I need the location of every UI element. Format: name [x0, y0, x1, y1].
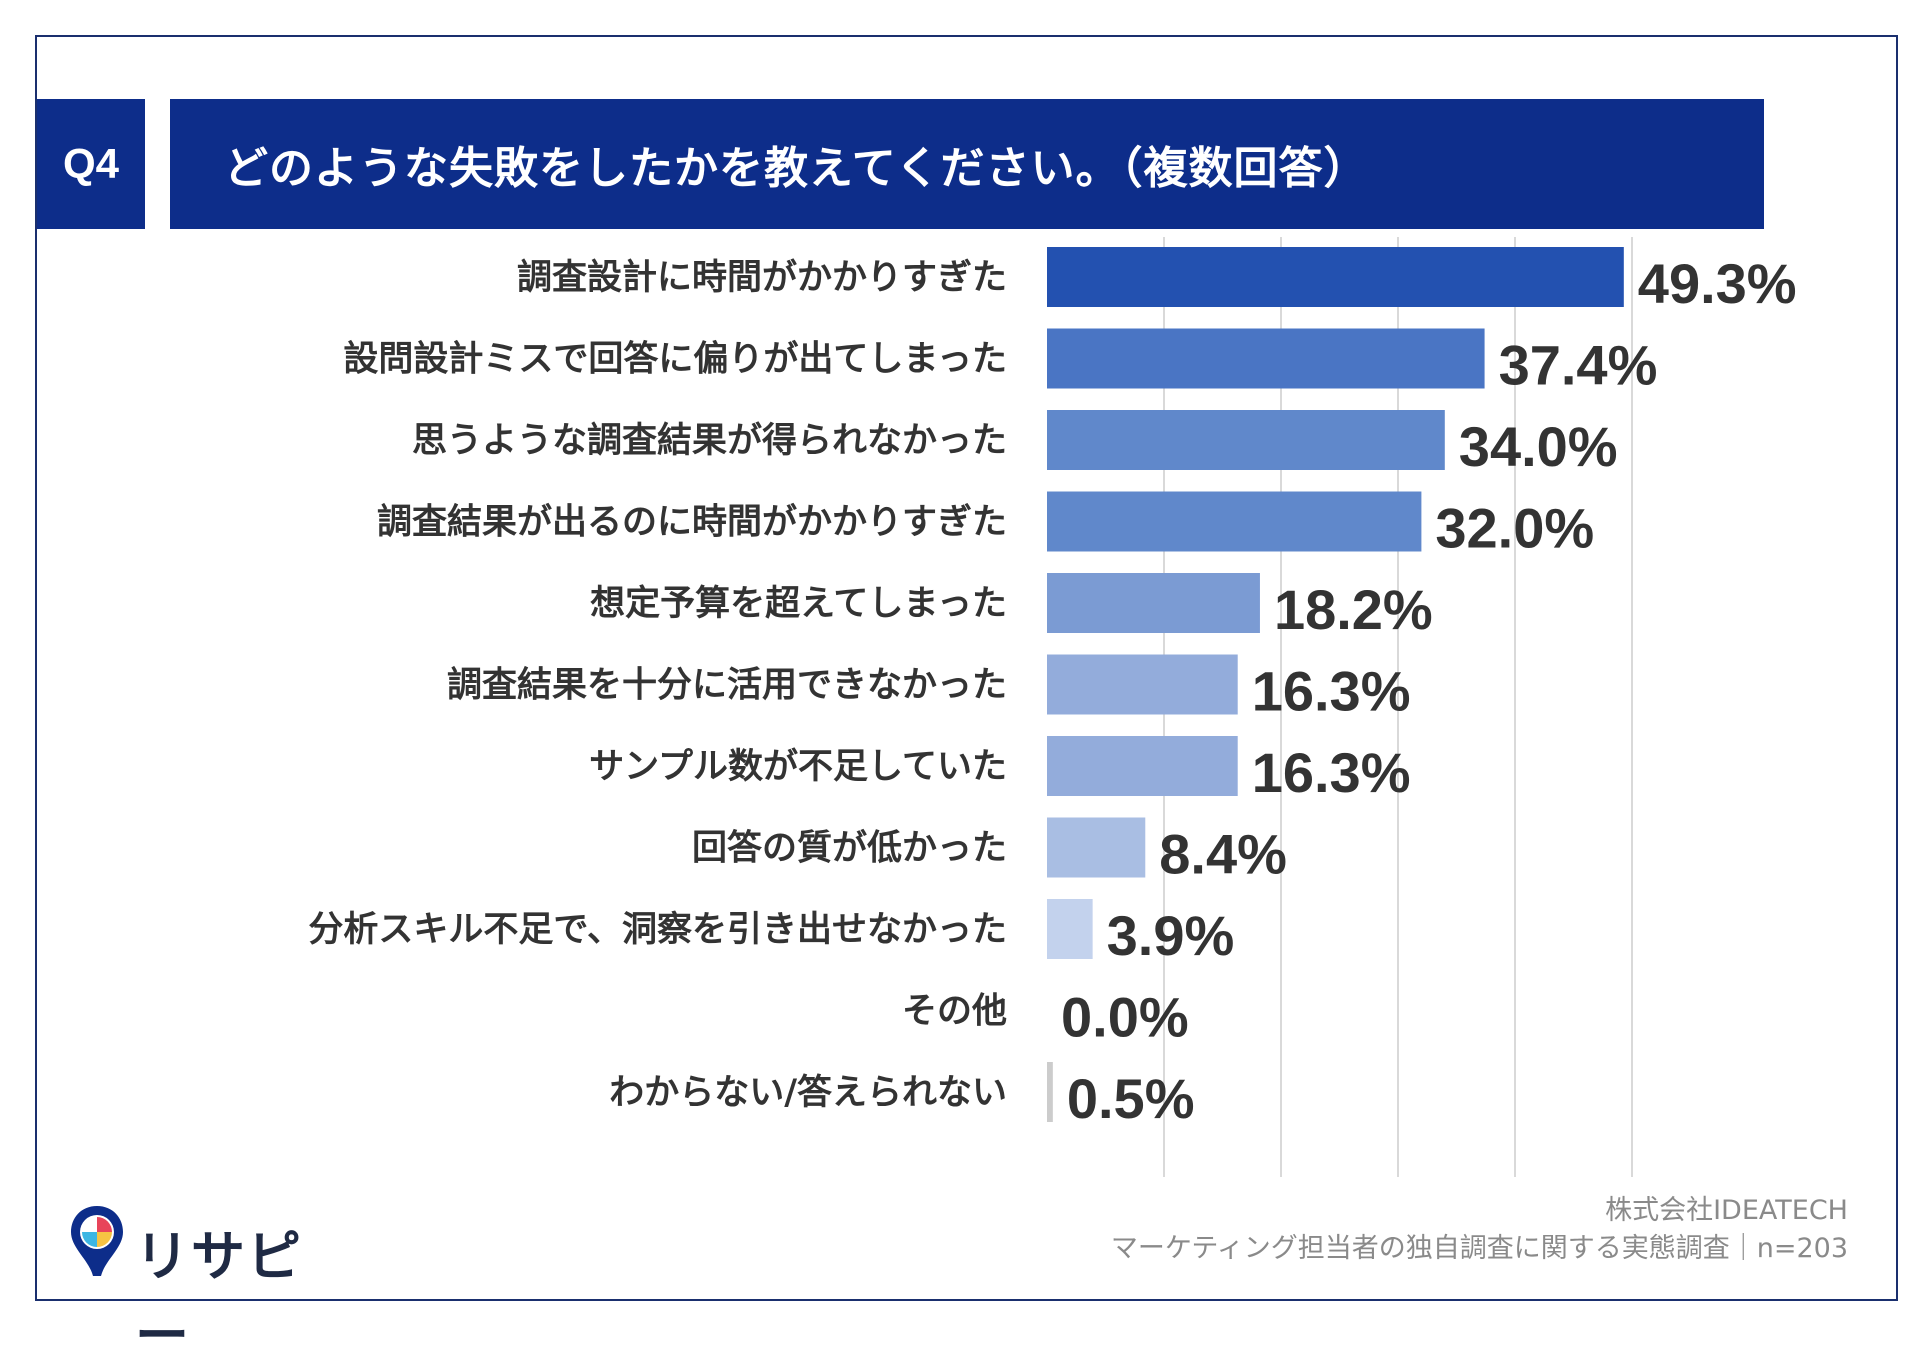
- bar: [1047, 817, 1146, 878]
- category-label: 調査結果を十分に活用できなかった: [447, 666, 1007, 706]
- bar: [1047, 1062, 1053, 1122]
- brand-logo: リサピー: [67, 1202, 327, 1367]
- bar: [1047, 899, 1093, 959]
- footer-company: 株式会社IDEATECH: [1605, 1195, 1848, 1226]
- category-label: わからない/答えられない: [609, 1073, 1007, 1113]
- category-label: 想定予算を超えてしまった: [590, 584, 1007, 624]
- pin-logo-icon: [71, 1206, 123, 1276]
- value-label: 3.9%: [1107, 904, 1235, 967]
- value-label: 0.5%: [1067, 1067, 1195, 1130]
- logo-text: リサピー: [135, 1225, 303, 1367]
- category-label: サンプル数が不足していた: [589, 747, 1007, 787]
- category-label: 設問設計ミスで回答に偏りが出てしまった: [343, 340, 1007, 380]
- value-label: 49.3%: [1638, 252, 1797, 315]
- value-label: 32.0%: [1435, 497, 1594, 560]
- value-label: 16.3%: [1252, 660, 1411, 723]
- category-label: 思うような調査結果が得られなかった: [412, 421, 1007, 461]
- category-label: その他: [902, 992, 1007, 1032]
- chart-frame: Q4 どのような失敗をしたかを教えてください。（複数回答） 調査設計に時間がかか…: [35, 35, 1898, 1367]
- bar: [1047, 328, 1485, 389]
- category-label: 調査結果が出るのに時間がかかりすぎた: [377, 503, 1007, 543]
- value-label: 37.4%: [1499, 334, 1658, 397]
- footer: 株式会社IDEATECH マーケティング担当者の独自調査に関する実態調査｜n=2…: [1111, 1192, 1848, 1268]
- category-label: 分析スキル不足で、洞察を引き出せなかった: [308, 910, 1007, 950]
- bar: [1047, 410, 1445, 470]
- category-label: 回答の質が低かった: [692, 829, 1007, 869]
- value-label: 0.0%: [1061, 986, 1189, 1049]
- bar: [1047, 573, 1260, 633]
- value-label: 18.2%: [1274, 578, 1433, 641]
- value-label: 34.0%: [1459, 415, 1618, 478]
- category-label: 調査設計に時間がかかりすぎた: [517, 258, 1007, 298]
- footer-survey: マーケティング担当者の独自調査に関する実態調査｜n=203: [1110, 1233, 1848, 1264]
- bar: [1047, 491, 1422, 552]
- question-title: どのような失敗をしたかを教えてください。（複数回答）: [170, 99, 1764, 229]
- question-number: Q4: [37, 99, 145, 229]
- bar: [1047, 736, 1238, 796]
- value-label: 8.4%: [1159, 823, 1287, 886]
- bar: [1047, 654, 1238, 715]
- bar: [1047, 247, 1624, 307]
- value-label: 16.3%: [1252, 741, 1411, 804]
- bar-chart: 調査設計に時間がかかりすぎた 49.3% 設問設計ミスで回答に偏りが出てしまった 37…: [308, 237, 1797, 1177]
